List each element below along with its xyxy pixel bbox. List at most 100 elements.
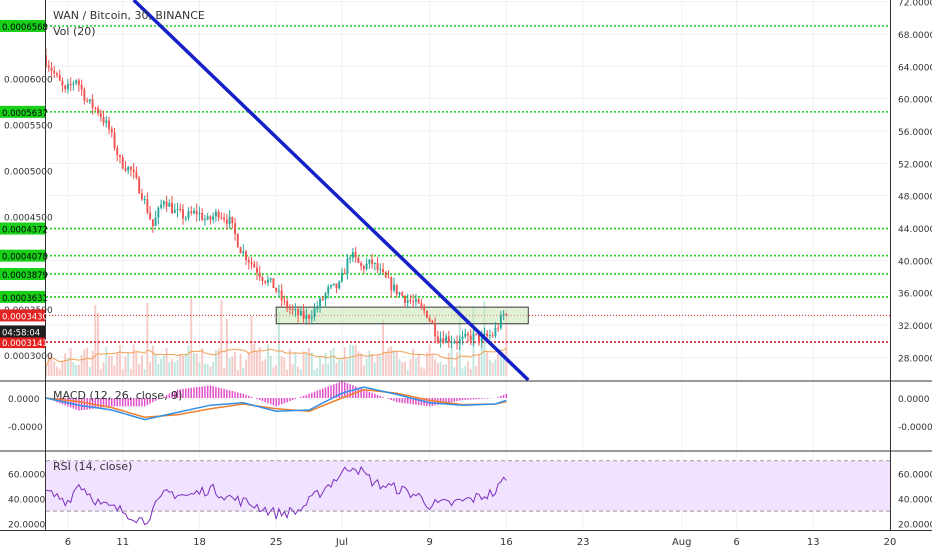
volume-bar <box>47 353 50 376</box>
candle-body <box>467 333 469 336</box>
candle-body <box>127 166 130 171</box>
macd-pane <box>45 381 508 421</box>
volume-bar <box>291 364 294 376</box>
candle-body <box>72 83 75 85</box>
volume-bar <box>239 353 242 376</box>
candle-body <box>119 155 121 158</box>
volume-bar <box>494 359 497 376</box>
candle-body <box>56 73 58 75</box>
candle-body <box>234 223 237 235</box>
volume-bar <box>124 356 127 376</box>
candle-body <box>272 278 275 288</box>
candle-body <box>316 307 319 309</box>
level-price-tag: 0.0005637 <box>2 109 48 119</box>
candle-body <box>431 320 434 324</box>
candle-body <box>395 284 398 295</box>
volume-bar <box>272 367 275 376</box>
candle-body <box>198 212 201 215</box>
volume-bar <box>108 355 110 376</box>
candle-body <box>354 252 357 258</box>
candle-body <box>195 210 198 215</box>
volume-bar <box>280 355 283 376</box>
volume-bar <box>368 350 371 376</box>
candle-body <box>258 272 261 278</box>
candle-body <box>491 335 494 337</box>
trendline-line <box>132 0 530 382</box>
candle-body <box>445 336 448 343</box>
volume-bar <box>425 352 428 376</box>
rsi-left-tick-label: 60.0000 <box>8 470 45 480</box>
volume-bar <box>373 362 376 376</box>
x-axis-tick-label: 16 <box>500 537 513 548</box>
candle-body <box>379 269 382 271</box>
rsi-right-tick-label: 60.0000 <box>898 470 932 480</box>
volume-bar <box>428 344 431 376</box>
volume-bar <box>253 344 256 376</box>
candle-body <box>138 177 141 194</box>
candle-body <box>447 336 450 343</box>
candle-body <box>483 333 486 336</box>
candle-body <box>505 314 508 316</box>
volume-bar <box>480 346 483 376</box>
candle-body <box>360 262 363 267</box>
candle-body <box>64 85 67 89</box>
volume-bar <box>412 348 415 376</box>
candle-body <box>264 280 267 283</box>
candle-body <box>154 217 157 227</box>
volume-bar <box>168 362 171 376</box>
volume-bar <box>195 353 198 376</box>
candle-body <box>393 284 395 291</box>
volume-bar <box>88 366 91 376</box>
candle-body <box>291 309 294 311</box>
candle-body <box>66 84 69 89</box>
candle-body <box>105 120 108 123</box>
candle-body <box>88 99 91 102</box>
volume-bar <box>140 355 143 376</box>
volume-bar <box>182 355 184 376</box>
volume-bar <box>165 348 168 376</box>
volume-bar <box>497 353 500 376</box>
level-price-tag: 0.0003631 <box>2 294 48 304</box>
candle-body <box>478 333 480 342</box>
volume-bar <box>209 366 212 376</box>
volume-bar <box>250 315 253 376</box>
volume-bar <box>360 353 363 376</box>
volume-bar <box>198 362 201 376</box>
right-axis-tick-label: 48.0000 <box>898 193 932 203</box>
x-axis-tick-label: 23 <box>577 537 590 548</box>
volume-title: Vol (20) <box>53 25 96 38</box>
candle-body <box>327 286 330 294</box>
volume-bar <box>417 353 420 376</box>
right-axis-tick-label: 28.0000 <box>898 354 932 364</box>
volume-bar <box>445 364 448 376</box>
candle-body <box>83 89 86 101</box>
level-price-tag: 0.0004372 <box>2 226 48 236</box>
volume-bar <box>414 358 417 376</box>
candle-body <box>203 219 206 221</box>
volume-bar <box>110 356 113 376</box>
volume-bar <box>58 368 61 376</box>
candle-body <box>324 293 327 300</box>
volume-bar <box>91 350 94 376</box>
candle-body <box>267 279 269 283</box>
volume-bar <box>362 365 365 376</box>
volume-bar <box>294 353 297 376</box>
candle-body <box>439 338 442 342</box>
candle-body <box>286 301 289 309</box>
volume-bar <box>77 364 80 376</box>
candle-body <box>302 310 305 319</box>
x-axis-tick-label: 11 <box>116 537 129 548</box>
candle-body <box>231 216 234 224</box>
volume-bar <box>157 363 160 376</box>
volume-bar <box>261 361 264 376</box>
candle-body <box>225 219 228 224</box>
candle-body <box>91 99 94 108</box>
right-axis-tick-label: 52.0000 <box>898 160 932 170</box>
candle-body <box>340 272 343 282</box>
rsi-title: RSI (14, close) <box>53 460 132 473</box>
volume-bar <box>436 362 439 376</box>
volume-bar <box>220 300 223 376</box>
volume-bar <box>431 355 434 376</box>
volume-bar <box>387 347 390 376</box>
level-price-tag: 0.0006568 <box>2 23 48 33</box>
